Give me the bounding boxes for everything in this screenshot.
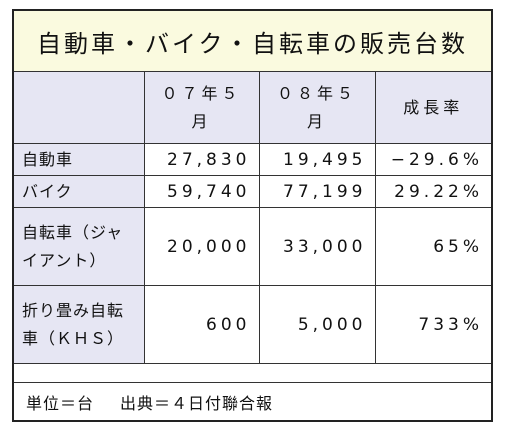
table-row: バイク 59,740 77,199 29.22%	[14, 175, 491, 208]
table-row: 自転車（ジャイアント） 20,000 33,000 65%	[14, 207, 491, 286]
unit-note: 単位＝台	[26, 393, 95, 413]
header-may-07: ０７年５月	[143, 71, 260, 144]
cell-giant-07: 20,000	[143, 207, 260, 286]
source-note: 出典＝４日付聯合報	[120, 393, 274, 413]
table-row: 自動車 27,830 19,495 −29.6%	[14, 143, 491, 176]
cell-car-08: 19,495	[258, 143, 376, 176]
header-row: ０７年５月 ０８年５月 成長率	[14, 71, 491, 144]
cell-car-growth: −29.6%	[374, 143, 491, 176]
cell-giant-growth: 65%	[374, 207, 491, 286]
cell-khs-growth: 733%	[374, 285, 491, 364]
row-label-car: 自動車	[14, 143, 145, 176]
header-blank	[14, 71, 145, 144]
cell-giant-08: 33,000	[258, 207, 376, 286]
cell-bike-growth: 29.22%	[374, 175, 491, 208]
table-footer: 単位＝台 出典＝４日付聯合報	[14, 382, 491, 420]
cell-bike-07: 59,740	[143, 175, 260, 208]
sales-table: ０７年５月 ０８年５月 成長率 自動車 27,830 19,495 −29.6%…	[14, 71, 491, 364]
row-label-giant: 自転車（ジャイアント）	[14, 207, 145, 286]
row-label-khs: 折り畳み自転車（ＫＨＳ）	[14, 285, 145, 364]
table-row: 折り畳み自転車（ＫＨＳ） 600 5,000 733%	[14, 285, 491, 364]
row-label-bike: バイク	[14, 175, 145, 208]
cell-bike-08: 77,199	[258, 175, 376, 208]
table-title: 自動車・バイク・自転車の販売台数	[14, 11, 491, 72]
table-frame: 自動車・バイク・自転車の販売台数 ０７年５月 ０８年５月 成長率 自動車 27,…	[12, 9, 493, 422]
header-growth: 成長率	[374, 71, 491, 144]
cell-khs-08: 5,000	[258, 285, 376, 364]
cell-khs-07: 600	[143, 285, 260, 364]
header-may-08: ０８年５月	[258, 71, 376, 144]
cell-car-07: 27,830	[143, 143, 260, 176]
